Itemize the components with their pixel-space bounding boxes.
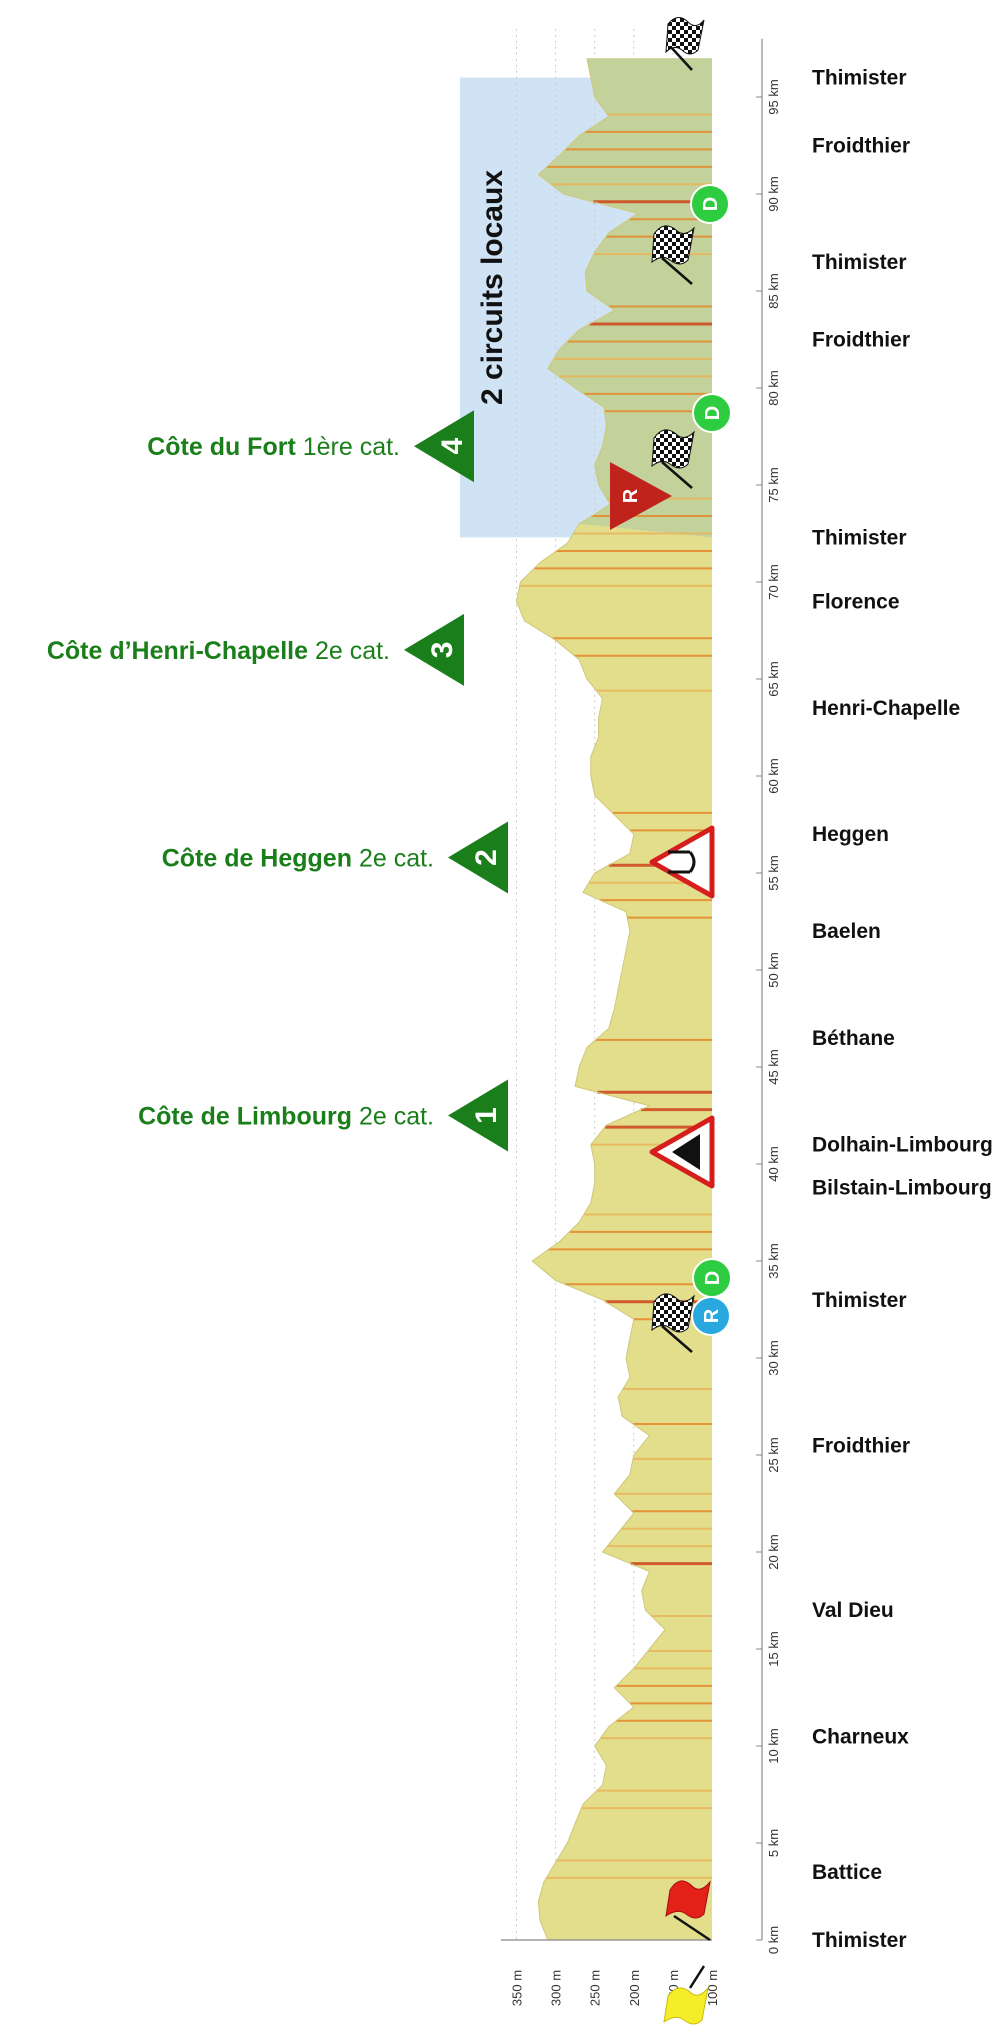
- distance-tick-label: 15 km: [766, 1631, 781, 1666]
- altitude-tick-label: 250 m: [588, 1970, 603, 2006]
- sprint-d-icon: D: [692, 393, 732, 433]
- svg-text:R: R: [701, 1308, 723, 1323]
- climb-number: 3: [426, 642, 459, 659]
- climb-marker: 4 Côte du Fort 1ère cat.: [147, 410, 474, 483]
- distance-tick-label: 80 km: [766, 370, 781, 405]
- route-markers: D D D R R: [610, 17, 732, 2025]
- distance-tick-label: 25 km: [766, 1437, 781, 1472]
- altitude-tick-label: 300 m: [549, 1970, 564, 2006]
- place-name: Baelen: [812, 920, 881, 943]
- climb-number: 2: [470, 849, 503, 866]
- distance-tick-label: 75 km: [766, 467, 781, 502]
- finish-flag-icon: [665, 17, 705, 71]
- climb-category: 2e cat.: [315, 637, 390, 665]
- distance-tick-label: 60 km: [766, 758, 781, 793]
- climb-marker: 3 Côte d’Henri-Chapelle 2e cat.: [47, 613, 464, 686]
- place-name: Heggen: [812, 823, 889, 846]
- altitude-tick-label: 350 m: [510, 1970, 525, 2006]
- place-name: Béthane: [812, 1027, 895, 1050]
- distance-ticks: 0 km 5 km 10 km 15 km 20 km 25 km 30 km 35 km 40…: [756, 79, 781, 1954]
- distance-tick-label: 85 km: [766, 273, 781, 308]
- distance-tick-label: 30 km: [766, 1340, 781, 1375]
- place-name: Thimister: [812, 1929, 907, 1952]
- distance-tick-label: 45 km: [766, 1049, 781, 1084]
- place-name: Thimister: [812, 1289, 907, 1312]
- distance-tick-label: 5 km: [766, 1829, 781, 1857]
- gradient-stripes: [519, 113, 712, 1879]
- climb-category: 2e cat.: [359, 844, 434, 872]
- place-name: Thimister: [812, 526, 907, 549]
- svg-text:R: R: [620, 488, 642, 503]
- climb-name: Côte d’Henri-Chapelle: [47, 637, 315, 665]
- place-name: Froidthier: [812, 1434, 910, 1457]
- circuit-label: 2 circuits locaux: [476, 170, 509, 405]
- altitude-tick-label: 100 m: [705, 1970, 720, 2006]
- climb-triangle: [448, 821, 508, 894]
- distance-tick-label: 10 km: [766, 1728, 781, 1763]
- climb-triangle: [414, 410, 474, 483]
- climb-number: 4: [436, 438, 469, 455]
- place-names: Thimister Battice Charneux Val Dieu Froidthi…: [812, 67, 992, 1952]
- climb-triangle: [404, 613, 464, 686]
- climb-triangle: [448, 1079, 508, 1152]
- climb-marker: 1 Côte de Limbourg 2e cat.: [138, 1079, 508, 1152]
- yellow-flag-icon: [663, 1965, 709, 2025]
- profile-outline: [515, 58, 666, 1941]
- sprint-d-icon: D: [692, 1258, 732, 1298]
- distance-tick-label: 35 km: [766, 1243, 781, 1278]
- place-name: Bilstain-Limbourg: [812, 1176, 992, 1199]
- checkered-flag-icon: [651, 225, 695, 285]
- distance-tick-label: 20 km: [766, 1534, 781, 1569]
- climb-category: 2e cat.: [359, 1103, 434, 1131]
- place-name: Florence: [812, 590, 900, 613]
- distance-tick-label: 0 km: [766, 1926, 781, 1954]
- distance-tick-label: 95 km: [766, 79, 781, 114]
- climb-name: Côte de Heggen: [162, 844, 359, 872]
- climb-number: 1: [470, 1107, 503, 1124]
- steep-descent-sign-icon: [649, 1115, 715, 1189]
- climb-markers: 1 Côte de Limbourg 2e cat. 2 Côte de Heggen…: [47, 410, 508, 1152]
- distance-tick-label: 70 km: [766, 564, 781, 599]
- sprint-d-icon: D: [690, 184, 730, 224]
- altitude-tick-label: 200 m: [627, 1970, 642, 2006]
- distance-tick-label: 90 km: [766, 176, 781, 211]
- place-name: Henri-Chapelle: [812, 697, 960, 720]
- climb-name: Côte du Fort: [147, 433, 303, 461]
- climb-name: Côte de Limbourg: [138, 1103, 359, 1131]
- distance-tick-label: 50 km: [766, 952, 781, 987]
- place-name: Froidthier: [812, 135, 910, 158]
- svg-text:D: D: [700, 197, 722, 211]
- climb-category: 1ère cat.: [303, 433, 400, 461]
- climb-label: Côte de Limbourg 2e cat.: [138, 1103, 434, 1131]
- climb-label: Côte de Heggen 2e cat.: [162, 844, 434, 872]
- climb-marker: 2 Côte de Heggen 2e cat.: [162, 821, 508, 894]
- distance-tick-label: 55 km: [766, 855, 781, 890]
- start-flag-icon: [665, 1880, 711, 1942]
- refreshment-r-icon: R: [610, 462, 672, 530]
- place-name: Val Dieu: [812, 1599, 894, 1622]
- place-name: Battice: [812, 1861, 882, 1884]
- climb-label: Côte d’Henri-Chapelle 2e cat.: [47, 637, 390, 665]
- place-name: Froidthier: [812, 329, 910, 352]
- feed-zone-r-icon: R: [691, 1296, 731, 1336]
- road-narrows-sign-icon: [649, 825, 715, 899]
- checkered-flag-icon: [651, 429, 695, 489]
- climb-label: Côte du Fort 1ère cat.: [147, 433, 400, 461]
- svg-text:D: D: [702, 406, 724, 420]
- distance-tick-label: 40 km: [766, 1146, 781, 1181]
- distance-tick-label: 65 km: [766, 661, 781, 696]
- place-name: Dolhain-Limbourg: [812, 1134, 992, 1157]
- place-name: Charneux: [812, 1725, 909, 1748]
- checkered-flag-icon: [651, 1293, 695, 1353]
- svg-text:D: D: [702, 1271, 724, 1285]
- place-name: Thimister: [812, 67, 907, 90]
- place-name: Thimister: [812, 251, 907, 274]
- elevation-profile-circuit: [538, 58, 712, 538]
